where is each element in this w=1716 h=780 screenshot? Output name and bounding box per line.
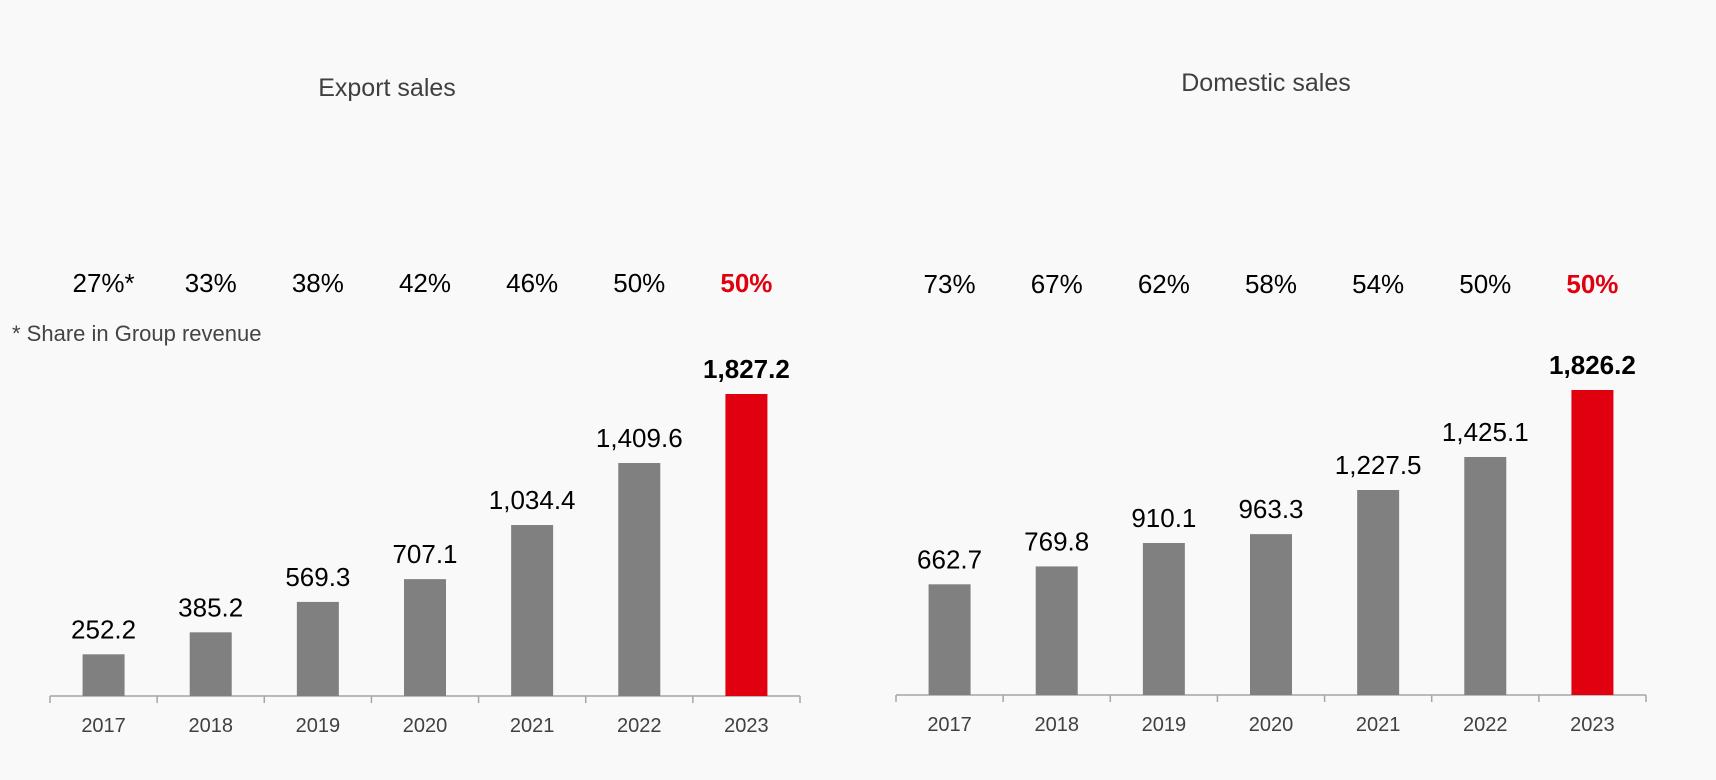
data-label: 963.3	[1238, 494, 1303, 524]
bar	[1035, 566, 1078, 695]
bar	[1464, 456, 1507, 695]
x-tick-label: 2023	[724, 715, 769, 737]
bar	[511, 525, 554, 696]
share-label: 54%	[1352, 269, 1404, 299]
bar	[725, 394, 768, 696]
share-label: 50%	[720, 268, 772, 298]
share-label: 67%	[1031, 269, 1083, 299]
x-tick-label: 2021	[1356, 714, 1401, 736]
footnote: * Share in Group revenue	[12, 321, 262, 346]
bar	[189, 632, 232, 696]
chart-title: Export sales	[318, 74, 456, 102]
chart-domestic: Domestic sales 662.7 2017 73% 769.8 2018 67% 91…	[895, 69, 1647, 736]
x-tick-label: 2019	[1142, 714, 1187, 736]
x-tick-label: 2022	[1463, 714, 1508, 736]
data-label: 662.7	[917, 544, 982, 574]
data-label: 252.2	[71, 614, 136, 644]
share-label: 50%	[1459, 269, 1511, 299]
x-tick-label: 2020	[1249, 714, 1294, 736]
share-label: 33%	[185, 268, 237, 298]
bar	[1571, 390, 1614, 695]
data-label: 1,826.2	[1549, 350, 1636, 380]
share-label: 46%	[506, 268, 558, 298]
bar	[82, 654, 125, 696]
share-label: 73%	[924, 269, 976, 299]
x-tick-label: 2022	[617, 715, 662, 737]
bar	[1357, 489, 1400, 695]
data-label: 910.1	[1131, 503, 1196, 533]
data-label: 1,827.2	[703, 354, 790, 384]
data-label: 385.2	[178, 592, 243, 622]
data-label: 1,034.4	[489, 485, 576, 515]
chart-title: Domestic sales	[1181, 69, 1351, 97]
bar	[618, 463, 661, 696]
data-label: 707.1	[392, 539, 457, 569]
share-label: 62%	[1138, 269, 1190, 299]
share-label: 50%	[1566, 269, 1618, 299]
share-label: 38%	[292, 268, 344, 298]
share-label: 42%	[399, 268, 451, 298]
data-label: 569.3	[285, 562, 350, 592]
x-tick-label: 2018	[188, 715, 233, 737]
bar	[928, 584, 971, 695]
data-label: 1,227.5	[1335, 450, 1422, 480]
x-tick-label: 2017	[927, 714, 972, 736]
share-label: 27%*	[72, 268, 134, 298]
x-tick-label: 2018	[1034, 714, 1079, 736]
data-label: 769.8	[1024, 526, 1089, 556]
share-label: 50%	[613, 268, 665, 298]
bar	[404, 579, 446, 696]
share-label: 58%	[1245, 269, 1297, 299]
x-tick-label: 2020	[403, 715, 448, 737]
x-tick-label: 2019	[296, 715, 341, 737]
x-tick-label: 2023	[1570, 714, 1615, 736]
bar	[296, 601, 339, 696]
x-tick-label: 2017	[81, 715, 126, 737]
x-tick-label: 2021	[510, 715, 555, 737]
bar	[1142, 543, 1185, 695]
bar	[1250, 534, 1292, 695]
chart-export: Export sales 252.2 2017 27%* 385.2 2018 33% 569…	[49, 74, 801, 737]
data-label: 1,425.1	[1442, 417, 1529, 447]
data-label: 1,409.6	[596, 423, 683, 453]
